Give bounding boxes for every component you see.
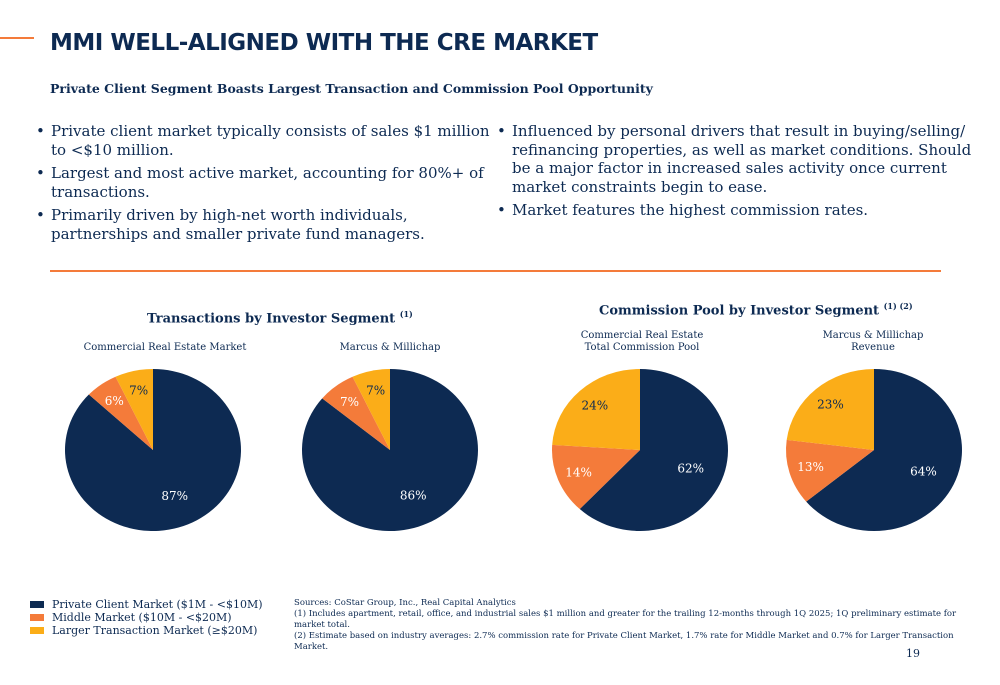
bullet-list-left: Private client market typically consists… — [36, 122, 506, 248]
footnote-2: (2) Estimate based on industry averages:… — [294, 631, 954, 652]
pie-data-label-middle-market: 6% — [105, 394, 124, 408]
pie-data-label-private-client: 64% — [910, 464, 937, 478]
pie-title-mm-revenue: Marcus & Millichap Revenue — [822, 330, 924, 353]
header-accent-line — [0, 37, 34, 39]
pie-title-cre-market: Commercial Real Estate Market — [83, 342, 247, 353]
pie-slice-middle-market — [322, 376, 390, 450]
pie-data-label-private-client: 87% — [161, 489, 188, 503]
pie-slice-larger-transaction — [552, 369, 640, 450]
transactions-footnote-ref: (1) — [399, 309, 413, 319]
bullet-item: Market features the highest commission r… — [497, 201, 987, 220]
pie-slice-middle-market — [88, 376, 153, 450]
pie-chart-cre-market: 87% 6% 7% — [64, 369, 241, 531]
pie-data-label-private-client: 86% — [400, 488, 427, 502]
pie-slice-private-client — [301, 369, 478, 531]
pie-data-label-middle-market: 13% — [797, 460, 824, 474]
legend-item-larger-transaction: Larger Transaction Market (≥$20M) — [30, 624, 263, 637]
pie-title-cre-commission: Commercial Real Estate Total Commission … — [580, 330, 704, 353]
bullet-item: Influenced by personal drivers that resu… — [497, 122, 987, 196]
page-title: MMI WELL-ALIGNED WITH THE CRE MARKET — [50, 30, 598, 56]
section-divider — [50, 270, 941, 272]
commission-section-title-text: Commission Pool by Investor Segment — [599, 303, 880, 319]
legend-label: Middle Market ($10M - <$20M) — [52, 611, 232, 624]
bullet-item: Primarily driven by high-net worth indiv… — [36, 206, 506, 243]
bullet-list-right: Influenced by personal drivers that resu… — [497, 122, 987, 225]
page-subtitle: Private Client Segment Boasts Largest Tr… — [50, 81, 653, 96]
legend-item-middle-market: Middle Market ($10M - <$20M) — [30, 611, 263, 624]
pie-data-label-middle-market: 7% — [340, 395, 359, 409]
transactions-section-title: Transactions by Investor Segment (1) — [147, 309, 413, 326]
legend-swatch — [30, 601, 44, 608]
pie-data-label-middle-market: 14% — [565, 465, 592, 479]
pie-slice-larger-transaction — [786, 369, 874, 450]
pie-slice-private-client — [806, 369, 962, 531]
page-number: 19 — [906, 647, 920, 660]
pie-slice-private-client — [579, 369, 728, 531]
sources-line: Sources: CoStar Group, Inc., Real Capita… — [294, 598, 516, 608]
pie-slice-middle-market — [785, 439, 874, 502]
pie-chart-cre-commission: 62% 14% 24% — [551, 369, 728, 531]
pie-data-label-larger-transaction: 7% — [366, 384, 385, 398]
pie-chart-mm-revenue: 64% 13% 23% — [785, 369, 962, 531]
chart-legend: Private Client Market ($1M - <$10M) Midd… — [30, 598, 263, 637]
commission-footnote-ref: (1) (2) — [883, 301, 913, 311]
legend-item-private-client: Private Client Market ($1M - <$10M) — [30, 598, 263, 611]
pie-slice-middle-market — [551, 444, 640, 510]
pie-slice-private-client — [64, 369, 241, 531]
pie-slice-larger-transaction — [115, 369, 153, 450]
legend-swatch — [30, 627, 44, 634]
bullet-item: Largest and most active market, accounti… — [36, 164, 506, 201]
transactions-section-title-text: Transactions by Investor Segment — [147, 311, 396, 327]
pie-data-label-larger-transaction: 23% — [817, 397, 844, 411]
pie-title-mm-transactions: Marcus & Millichap — [339, 342, 441, 353]
sources-footnotes: Sources: CoStar Group, Inc., Real Capita… — [294, 598, 984, 653]
footnote-1: (1) Includes apartment, retail, office, … — [294, 609, 957, 630]
legend-label: Larger Transaction Market (≥$20M) — [52, 624, 258, 637]
pie-data-label-larger-transaction: 7% — [129, 384, 148, 398]
pie-slice-larger-transaction — [352, 369, 390, 450]
pie-data-label-larger-transaction: 24% — [581, 399, 608, 413]
legend-label: Private Client Market ($1M - <$10M) — [52, 598, 263, 611]
commission-section-title: Commission Pool by Investor Segment (1) … — [599, 301, 913, 318]
bullet-item: Private client market typically consists… — [36, 122, 506, 159]
legend-swatch — [30, 614, 44, 621]
pie-data-label-private-client: 62% — [677, 462, 704, 476]
pie-chart-mm-transactions: 86% 7% 7% — [301, 369, 478, 531]
